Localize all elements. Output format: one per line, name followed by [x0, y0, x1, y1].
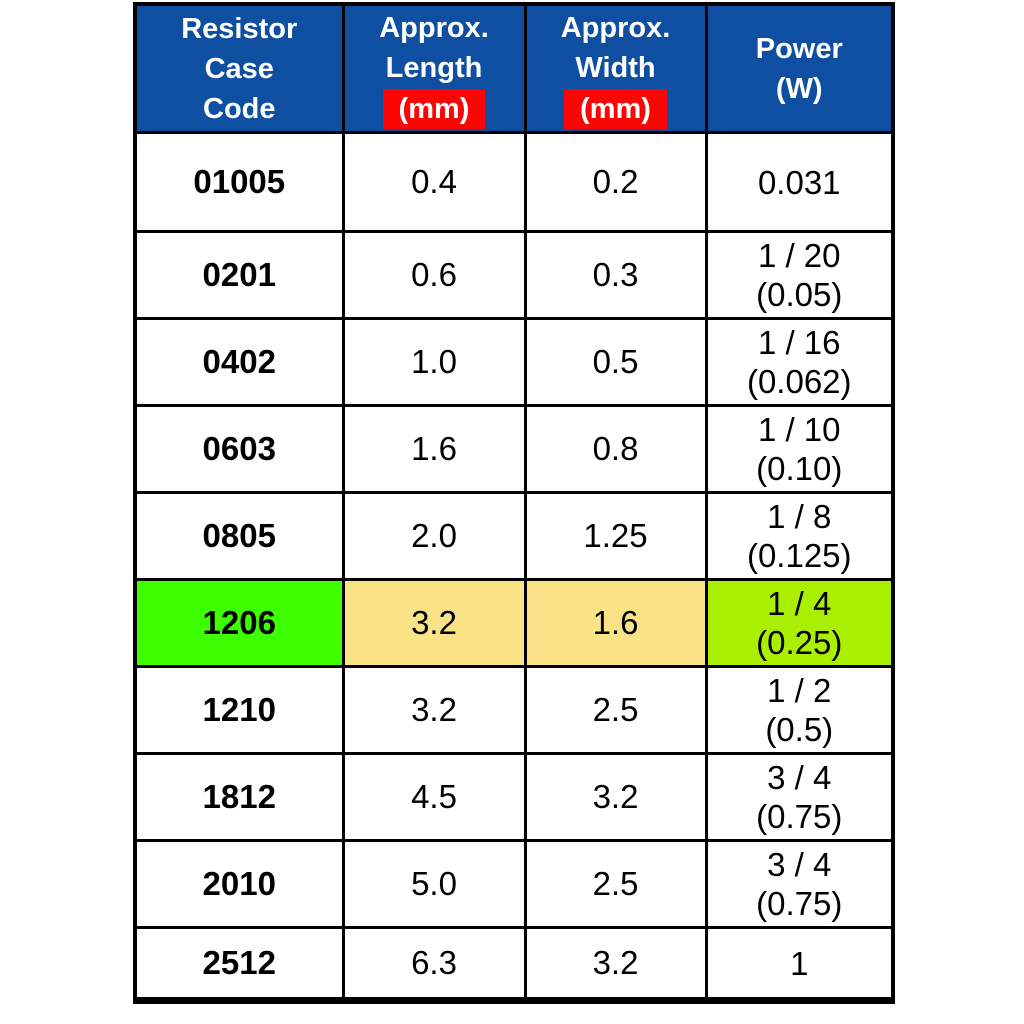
- power-cell: 1 / 20 (0.05): [704, 230, 895, 320]
- case-code-cell: 1206: [133, 578, 345, 668]
- table-row: 0201 0.6 0.3 1 / 20 (0.05): [133, 230, 895, 320]
- power-line: 1 / 10: [757, 411, 841, 448]
- case-code-cell: 0603: [133, 404, 345, 494]
- header-line: Power: [755, 32, 843, 65]
- length-cell: 5.0: [341, 839, 527, 929]
- case-code-cell: 1210: [133, 665, 345, 755]
- power-line: 1 / 16: [757, 324, 841, 361]
- width-cell: 2.5: [523, 839, 708, 929]
- power-cell: 3 / 4 (0.75): [704, 839, 895, 929]
- header-line: (W): [775, 72, 823, 105]
- power-line: (0.5): [765, 711, 834, 748]
- width-cell: 1.6: [523, 578, 708, 668]
- header-line: Length: [385, 52, 483, 84]
- length-cell: 0.4: [341, 131, 527, 233]
- length-cell: 2.0: [341, 491, 527, 581]
- case-code-cell: 2512: [133, 926, 345, 1002]
- length-cell: 3.2: [341, 578, 527, 668]
- col-header-length: Approx. Length (mm): [341, 2, 527, 134]
- length-cell: 1.6: [341, 404, 527, 494]
- power-line: 1 / 20: [757, 237, 841, 274]
- power-line: 1 / 2: [767, 672, 832, 709]
- power-cell: 1 / 8 (0.125): [704, 491, 895, 581]
- power-cell: 3 / 4 (0.75): [704, 752, 895, 842]
- width-cell: 0.8: [523, 404, 708, 494]
- length-cell: 1.0: [341, 317, 527, 407]
- table-row: 0805 2.0 1.25 1 / 8 (0.125): [133, 491, 895, 581]
- power-line: 3 / 4: [767, 759, 832, 796]
- case-code-cell: 01005: [133, 131, 345, 233]
- width-cell: 2.5: [523, 665, 708, 755]
- resistor-size-table-wrap: Resistor Case Code Approx. Length (mm) A…: [133, 2, 895, 1004]
- table-row: 1210 3.2 2.5 1 / 2 (0.5): [133, 665, 895, 755]
- power-cell: 1: [704, 926, 895, 1002]
- power-cell: 1 / 16 (0.062): [704, 317, 895, 407]
- width-cell: 0.3: [523, 230, 708, 320]
- power-line: 1: [790, 944, 809, 982]
- col-header-width: Approx. Width (mm): [523, 2, 708, 134]
- header-line: Approx.: [379, 12, 489, 44]
- length-cell: 4.5: [341, 752, 527, 842]
- header-row: Resistor Case Code Approx. Length (mm) A…: [133, 2, 895, 134]
- table-header: Resistor Case Code Approx. Length (mm) A…: [133, 2, 895, 134]
- power-line: (0.10): [756, 450, 843, 487]
- header-line: Case: [204, 52, 274, 85]
- power-line: (0.05): [756, 276, 843, 313]
- header-line: Approx.: [560, 12, 671, 44]
- width-cell: 0.5: [523, 317, 708, 407]
- table-row: 1812 4.5 3.2 3 / 4 (0.75): [133, 752, 895, 842]
- table-body: 01005 0.4 0.2 0.031 0201 0.6 0.3 1 / 20(…: [133, 131, 895, 1002]
- power-cell: 0.031: [704, 131, 895, 233]
- width-cell: 3.2: [523, 926, 708, 1002]
- table-row: 0402 1.0 0.5 1 / 16 (0.062): [133, 317, 895, 407]
- length-unit-chip: (mm): [382, 89, 486, 129]
- resistor-size-table: Resistor Case Code Approx. Length (mm) A…: [133, 2, 895, 1004]
- power-line: 3 / 4: [767, 846, 832, 883]
- length-cell: 6.3: [341, 926, 527, 1002]
- power-line: (0.75): [756, 885, 843, 922]
- header-line: Resistor: [181, 12, 298, 45]
- width-cell: 0.2: [523, 131, 708, 233]
- case-code-cell: 0201: [133, 230, 345, 320]
- power-cell: 1 / 2 (0.5): [704, 665, 895, 755]
- case-code-cell: 1812: [133, 752, 345, 842]
- power-line: (0.75): [756, 798, 843, 835]
- table-row: 1206 3.2 1.6 1 / 4 (0.25): [133, 578, 895, 668]
- table-row: 0603 1.6 0.8 1 / 10 (0.10): [133, 404, 895, 494]
- length-cell: 3.2: [341, 665, 527, 755]
- col-header-case-code: Resistor Case Code: [133, 2, 345, 134]
- power-line: (0.062): [746, 363, 852, 400]
- case-code-cell: 2010: [133, 839, 345, 929]
- table-row: 2512 6.3 3.2 1: [133, 926, 895, 1002]
- power-cell: 1 / 4 (0.25): [704, 578, 895, 668]
- table-row: 01005 0.4 0.2 0.031: [133, 131, 895, 233]
- case-code-cell: 0805: [133, 491, 345, 581]
- table-row: 2010 5.0 2.5 3 / 4 (0.75): [133, 839, 895, 929]
- power-cell: 1 / 10 (0.10): [704, 404, 895, 494]
- col-header-power: Power (W): [704, 2, 895, 134]
- power-line: 0.031: [757, 163, 841, 201]
- case-code-cell: 0402: [133, 317, 345, 407]
- power-line: (0.25): [756, 624, 843, 661]
- width-cell: 1.25: [523, 491, 708, 581]
- power-line: (0.125): [746, 537, 852, 574]
- width-unit-chip: (mm): [564, 89, 667, 129]
- power-line: 1 / 8: [767, 498, 832, 535]
- header-line: Code: [203, 92, 276, 125]
- power-line: 1 / 4: [767, 585, 832, 622]
- length-cell: 0.6: [341, 230, 527, 320]
- header-line: Width: [575, 52, 656, 84]
- width-cell: 3.2: [523, 752, 708, 842]
